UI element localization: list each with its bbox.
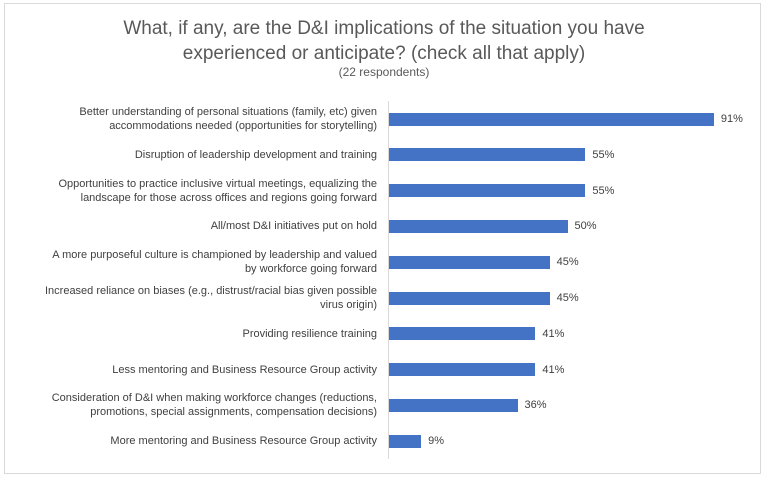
category-label-line: landscape for those across offices and r… bbox=[80, 191, 377, 204]
data-label: 45% bbox=[556, 292, 579, 304]
chart-title-line-1: What, if any, are the D&I implications o… bbox=[123, 18, 645, 39]
chart-title: What, if any, are the D&I implications o… bbox=[0, 16, 768, 66]
category-label-line: virus origin) bbox=[320, 299, 377, 311]
category-label-line: Better understanding of personal situati… bbox=[79, 106, 377, 118]
category-label: All/most D&I initiatives put on hold bbox=[7, 219, 377, 233]
category-label: Better understanding of personal situati… bbox=[7, 105, 377, 133]
category-label-line: Increased reliance on biases (e.g., dist… bbox=[44, 285, 377, 297]
bar bbox=[389, 434, 422, 448]
category-label-line: promotions, special assignments, compens… bbox=[90, 406, 377, 419]
category-label-line: Opportunities to practice inclusive virt… bbox=[58, 177, 377, 190]
category-label-line: Consideration of D&I when making workfor… bbox=[51, 392, 377, 405]
bar bbox=[389, 255, 550, 269]
chart-subtitle: (22 respondents) bbox=[338, 65, 430, 79]
data-label: 9% bbox=[428, 435, 445, 448]
category-label-line: A more purposeful culture is championed … bbox=[52, 249, 377, 262]
category-label-line: Providing resilience training bbox=[242, 327, 377, 340]
category-label-line: Disruption of leadership development and… bbox=[134, 148, 377, 161]
category-label-line: More mentoring and Business Resource Gro… bbox=[110, 435, 377, 448]
category-label: Increased reliance on biases (e.g., dist… bbox=[7, 284, 377, 312]
data-label: 91% bbox=[720, 113, 743, 125]
bar bbox=[389, 184, 586, 198]
bar bbox=[389, 291, 550, 305]
bar bbox=[389, 363, 536, 377]
bar bbox=[389, 327, 536, 341]
category-label-line: accommodations needed (opportunities for… bbox=[109, 120, 377, 132]
category-label: A more purposeful culture is championed … bbox=[7, 248, 377, 276]
bar bbox=[389, 398, 518, 412]
data-label: 50% bbox=[574, 220, 597, 233]
data-label: 36% bbox=[524, 399, 547, 412]
bar bbox=[389, 219, 568, 233]
category-label: Less mentoring and Business Resource Gro… bbox=[7, 363, 377, 377]
chart-title-line-2: experienced or anticipate? (check all th… bbox=[182, 43, 586, 64]
bar bbox=[389, 148, 586, 162]
data-label: 41% bbox=[542, 327, 565, 340]
category-label-line: All/most D&I initiatives put on hold bbox=[210, 220, 377, 233]
category-axis-line bbox=[388, 101, 389, 459]
category-label-line: Less mentoring and Business Resource Gro… bbox=[112, 363, 377, 376]
category-label: Providing resilience training bbox=[7, 327, 377, 341]
category-label: More mentoring and Business Resource Gro… bbox=[7, 434, 377, 448]
category-label: Opportunities to practice inclusive virt… bbox=[7, 177, 377, 205]
data-label: 45% bbox=[556, 256, 579, 269]
category-label-line: by workforce going forward bbox=[244, 263, 377, 276]
category-label: Disruption of leadership development and… bbox=[7, 148, 377, 162]
bar bbox=[389, 112, 714, 126]
chart-frame bbox=[4, 3, 761, 474]
data-label: 55% bbox=[592, 184, 615, 197]
category-label: Consideration of D&I when making workfor… bbox=[7, 391, 377, 419]
data-label: 41% bbox=[542, 363, 565, 376]
data-label: 55% bbox=[592, 148, 615, 161]
